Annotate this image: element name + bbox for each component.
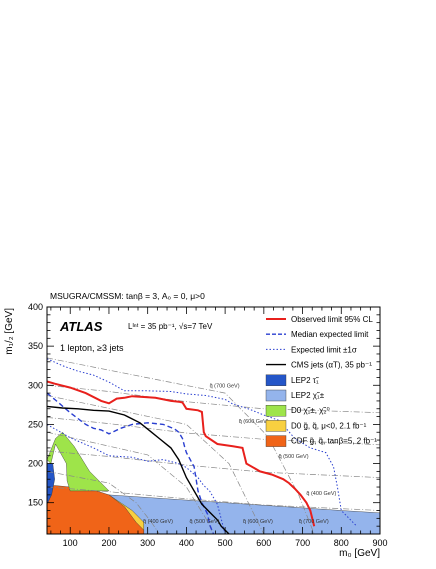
legend-label-1: Median expected limit — [291, 330, 369, 339]
gluino-contour-g-600-gev — [47, 417, 380, 446]
gluino-contour-g-500-gev — [47, 450, 380, 478]
contour-label-0: q̃ (700 GeV) — [209, 384, 240, 390]
legend-label-6: D0 χ̃₁±, χ̃₂⁰ — [291, 406, 330, 415]
x-tick-label: 600 — [256, 538, 271, 548]
x-tick-label: 700 — [295, 538, 310, 548]
gluino-contour-g-400-gev — [47, 486, 380, 511]
legend-swatch-4 — [265, 374, 287, 386]
x-axis-label: m₀ [GeV] — [339, 548, 380, 559]
contour-label-6: q̃ (600 GeV) — [242, 519, 273, 525]
y-tick-label: 350 — [28, 341, 43, 351]
y-tick-label: 150 — [28, 498, 43, 508]
gluino-contour-g-700-gev — [47, 384, 380, 414]
y-tick-label: 300 — [28, 380, 43, 390]
squark-contour-q-500-gev — [47, 431, 214, 534]
contour-label-4: q̃ (400 GeV) — [142, 519, 173, 525]
legend-label-2: Expected limit ±1σ — [291, 345, 357, 354]
contour-label-1: q̃ (600 GeV) — [238, 419, 269, 425]
x-tick-label: 200 — [101, 538, 116, 548]
lumi-label: Lᴵⁿᵗ = 35 pb⁻¹, √s=7 TeV — [128, 322, 213, 331]
x-tick-label: 800 — [334, 538, 349, 548]
squark-contour-q-400-gev — [47, 471, 160, 534]
legend-label-8: CDF g̃, q̃, tanβ=5, 2 fb⁻¹ — [291, 437, 377, 446]
contour-label-3: q̃ (400 GeV) — [306, 491, 337, 497]
x-tick-label: 400 — [179, 538, 194, 548]
legend-swatch-7 — [265, 420, 287, 432]
legend-label-4: LEP2 τ̃₁ — [291, 376, 319, 385]
chart-title: MSUGRA/CMSSM: tanβ = 3, A₀ = 0, μ>0 — [50, 291, 205, 301]
contour-label-5: q̃ (500 GeV) — [189, 519, 220, 525]
legend-swatch-8 — [265, 435, 287, 447]
y-axis-label: m₁/₂ [GeV] — [4, 308, 15, 355]
selection-label: 1 lepton, ≥3 jets — [60, 343, 124, 353]
region-cdf-g-q-tan-5-2-fb-1 — [47, 485, 145, 534]
y-tick-label: 400 — [28, 302, 43, 312]
contour-label-2: q̃ (500 GeV) — [278, 454, 309, 460]
series-expected-limit-1 — [47, 358, 358, 527]
legend-label-3: CMS jets (αT), 35 pb⁻¹ — [291, 361, 372, 370]
series-median-expected-limit — [47, 392, 215, 534]
legend-swatch-5 — [265, 389, 287, 402]
contour-label-7: q̃ (700 GeV) — [298, 519, 329, 525]
legend-label-0: Observed limit 95% CL — [291, 315, 373, 324]
x-tick-label: 500 — [218, 538, 233, 548]
y-tick-label: 250 — [28, 419, 43, 429]
x-tick-label: 300 — [140, 538, 155, 548]
legend: Observed limit 95% CL Median expected lim… — [265, 315, 377, 447]
region-lep2-1 — [47, 463, 55, 534]
legend-label-7: D0 g̃, q̃, μ<0, 2.1 fb⁻¹ — [291, 421, 367, 430]
region-d0-1-20 — [47, 431, 110, 492]
x-tick-label: 900 — [372, 538, 387, 548]
legend-swatch-6 — [265, 405, 287, 417]
plot-frame — [46, 306, 381, 535]
series-cms-jets-t-35-pb-1 — [47, 405, 230, 534]
legend-label-5: LEP2 χ̃₁± — [291, 391, 325, 400]
series-expected-limit-1 — [47, 423, 226, 534]
series-observed-limit-95-cl — [47, 380, 316, 527]
y-tick-label: 200 — [28, 459, 43, 469]
atlas-label: ATLAS — [59, 319, 103, 334]
squark-contour-q-600-gev — [47, 395, 265, 534]
x-tick-label: 100 — [63, 538, 78, 548]
